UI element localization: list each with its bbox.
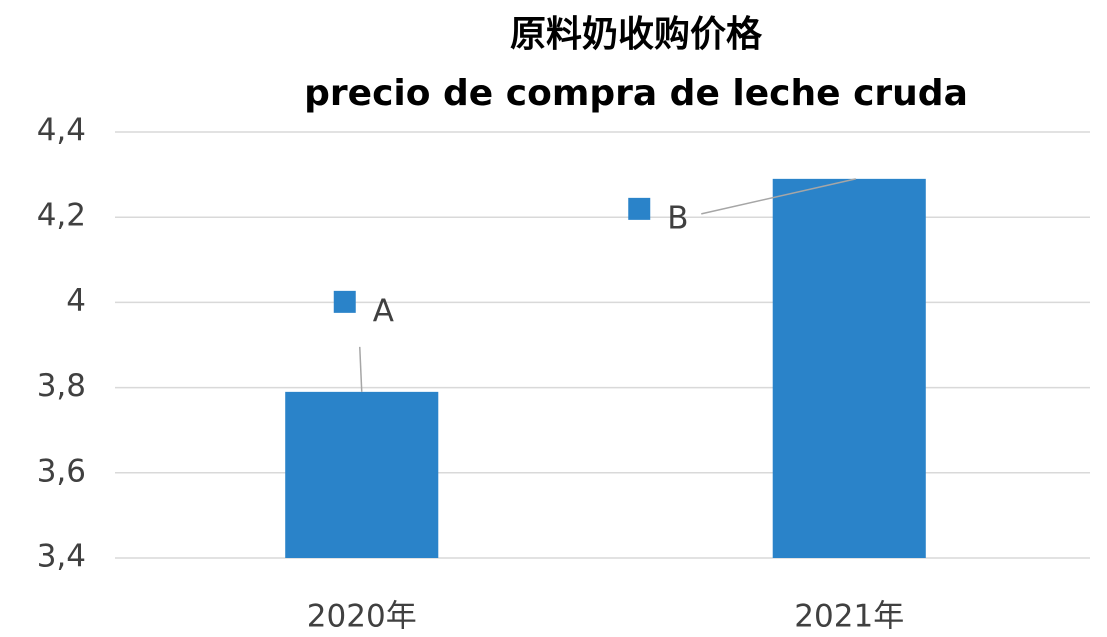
- label-key: [628, 197, 651, 220]
- y-tick-label: 3,4: [37, 539, 86, 575]
- y-tick-label: 4,2: [37, 198, 86, 234]
- leader-line: [701, 178, 856, 215]
- y-tick-label: 3,6: [37, 453, 86, 489]
- y-tick-label: 4,4: [37, 113, 86, 149]
- leader-line: [359, 346, 363, 392]
- y-tick-label: 3,8: [37, 368, 86, 404]
- chart-subtitle: precio de compra de leche cruda: [304, 73, 968, 114]
- y-tick-label: 4: [66, 283, 86, 319]
- x-tick-label: 2021年: [794, 599, 904, 635]
- bar: [772, 178, 926, 559]
- label-key: [333, 290, 356, 313]
- chart-title: 原料奶收购价格: [510, 14, 763, 55]
- data-label: B: [667, 200, 688, 236]
- x-tick-label: 2020年: [307, 599, 417, 635]
- data-label: A: [373, 293, 394, 329]
- bar: [285, 391, 439, 558]
